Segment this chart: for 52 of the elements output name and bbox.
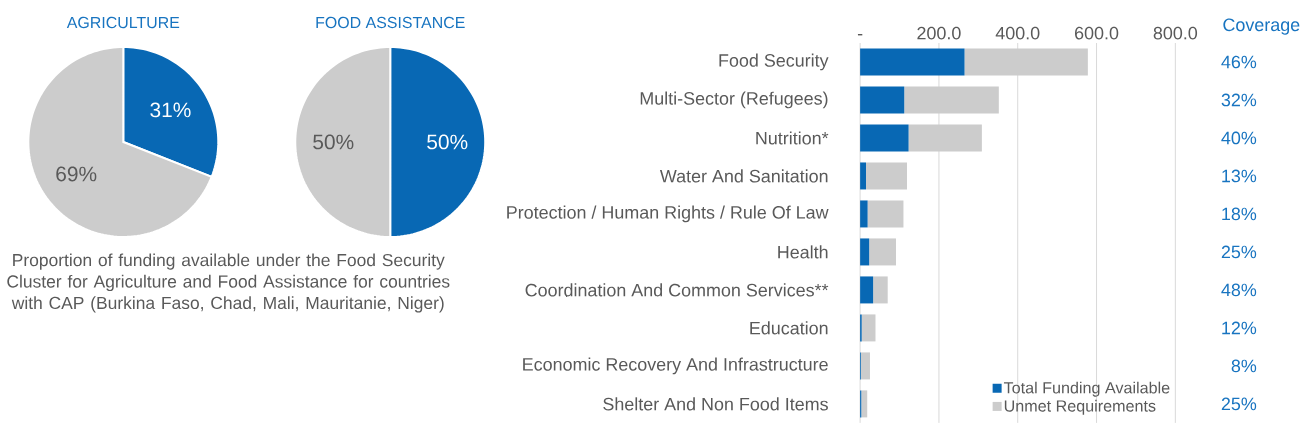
text: 8% <box>1231 359 1257 373</box>
text: 18% <box>1222 207 1257 221</box>
text: Proportion of funding available under the Food Security Cluster for Agriculture and Food Assistance for countries with CAP (Burkina Faso, Chad, Mali, Mauritanie, Niger) <box>7 253 450 313</box>
bar <box>964 48 1088 76</box>
x-tick-label: 200.0 <box>917 26 961 40</box>
text: 25% <box>1221 397 1257 411</box>
x-tick-label: - <box>857 34 863 36</box>
y-tick-label: Food Security <box>719 53 829 71</box>
y-tick-label: Nutrition* <box>756 131 829 145</box>
text: 13% <box>1222 169 1257 183</box>
legend-label: Total Funding Available <box>1003 381 1170 397</box>
text: 25% <box>1221 245 1257 259</box>
bar <box>860 162 867 190</box>
bar <box>904 86 999 114</box>
y-tick-label: Education <box>750 321 828 335</box>
data-label: 69% <box>56 166 97 182</box>
data-label: 50% <box>313 134 354 150</box>
bar <box>860 86 905 114</box>
legend-label: Unmet Requirements <box>1004 399 1156 415</box>
text: 40% <box>1221 131 1257 145</box>
data-label: 31% <box>150 102 191 118</box>
bar <box>908 124 982 152</box>
text: Coverage <box>1223 18 1300 35</box>
bar <box>860 48 965 76</box>
x-tick-label: 600.0 <box>1075 26 1119 40</box>
text: 46% <box>1221 55 1257 69</box>
chart-title: FOOD ASSISTANCE <box>316 16 465 29</box>
bar <box>860 200 868 228</box>
y-tick-label: Economic Recovery And Infrastructure <box>523 357 828 375</box>
bar <box>866 162 908 190</box>
x-tick-label: 800.0 <box>1153 26 1198 40</box>
y-tick-label: Coordination And Common Services** <box>525 283 829 297</box>
bar <box>860 238 870 266</box>
y-tick-label: Protection / Human Rights / Rule Of Law <box>507 205 829 223</box>
data-label: 50% <box>427 134 468 150</box>
bar <box>860 124 909 152</box>
text: 12% <box>1222 321 1257 335</box>
bar <box>873 276 888 304</box>
text: 32% <box>1221 93 1257 107</box>
bar <box>869 238 896 266</box>
y-tick-label: Multi-Sector (Refugees) <box>640 91 828 109</box>
bar <box>861 390 868 418</box>
y-tick-label: Shelter And Non Food Items <box>603 397 828 411</box>
chart-title: AGRICULTURE <box>66 16 180 29</box>
bar <box>867 200 904 228</box>
bar <box>861 314 876 342</box>
y-tick-label: Water And Sanitation <box>659 169 828 183</box>
x-tick-label: 400.0 <box>995 26 1040 40</box>
y-tick-label: Health <box>778 245 828 259</box>
bar <box>860 276 874 304</box>
bar <box>860 352 870 380</box>
text: 48% <box>1221 283 1257 297</box>
